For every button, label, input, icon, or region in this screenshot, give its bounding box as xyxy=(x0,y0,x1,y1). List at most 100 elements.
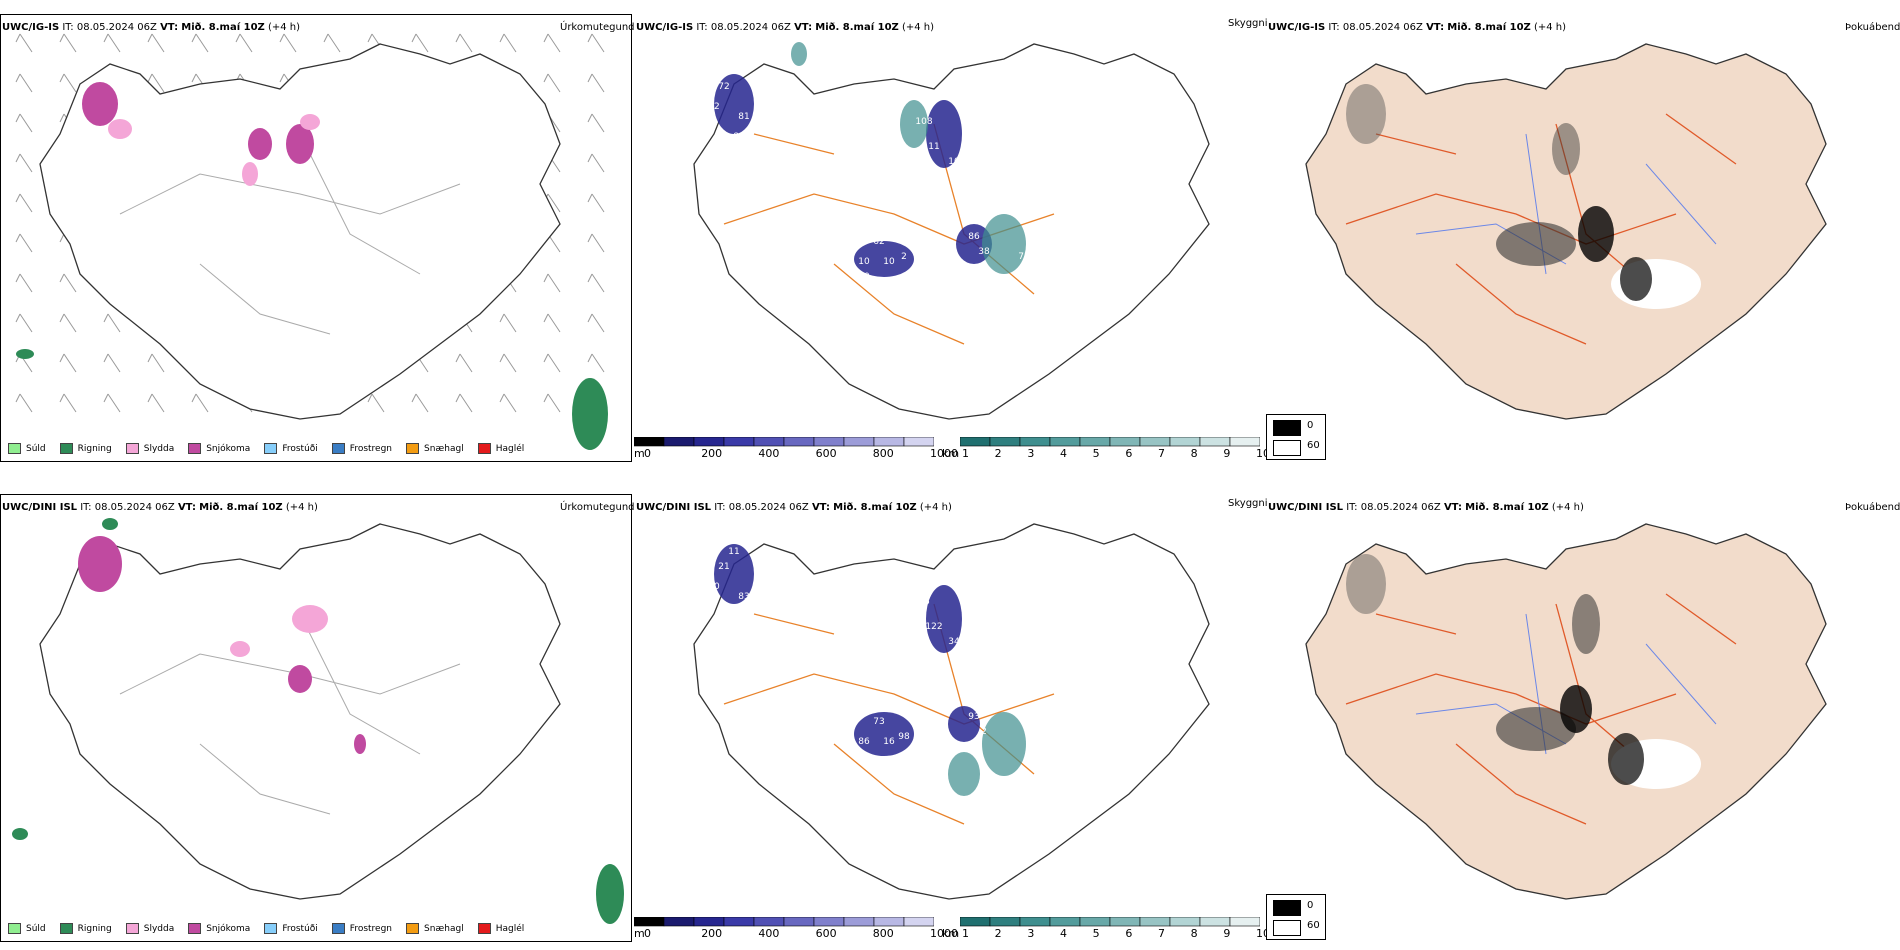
colorbar-segment xyxy=(663,917,695,927)
colorbar-segment xyxy=(753,917,785,927)
precip-type-map xyxy=(12,518,624,924)
sleet-area xyxy=(108,114,320,186)
colorbar-tick: 0 xyxy=(644,927,651,940)
colorbar-segment xyxy=(989,917,1021,927)
legend-item: Súld xyxy=(8,443,46,454)
colorbar-segment xyxy=(960,917,991,927)
panel-header: UWC/DINI ISL IT: 08.05.2024 06Z VT: Mið.… xyxy=(636,502,952,513)
colorbar-segment xyxy=(1079,917,1111,927)
ceiling-value-label: 90 xyxy=(858,272,870,282)
legend-label: Frostregn xyxy=(349,923,393,934)
colorbar-segment xyxy=(989,437,1021,447)
ceiling-value-label: 42 xyxy=(708,102,719,112)
ceiling-value-label: 86 xyxy=(968,232,980,242)
ceiling-value-label: 93 xyxy=(968,712,979,722)
legend-item: Rigning xyxy=(59,443,112,454)
fog-key: 0 60 xyxy=(1266,894,1326,940)
ceiling-value-label: 76 xyxy=(733,612,745,622)
legend-item: Frostúði xyxy=(264,923,318,934)
colorbar-tick: 2 xyxy=(994,447,1002,460)
fog-map xyxy=(1305,43,1827,420)
legend-label: Slydda xyxy=(143,923,175,934)
colorbar-tick: 9 xyxy=(1223,927,1231,940)
colorbar-segment xyxy=(873,917,905,927)
colorbar-segment xyxy=(843,437,875,447)
legend-label: Haglél xyxy=(495,443,525,454)
ceiling-value-label: 77 xyxy=(988,372,999,382)
colorbar-segment xyxy=(813,917,845,927)
legend-swatch xyxy=(8,443,21,454)
colorbar-tick: 1000 xyxy=(930,447,958,460)
colorbar-segment xyxy=(1229,917,1260,927)
colorbar-segment xyxy=(1199,437,1231,447)
colorbar-tick: 200 xyxy=(701,927,723,940)
colorbar-tick: 7 xyxy=(1158,927,1165,940)
ceiling-value-label: 11 xyxy=(938,252,949,262)
panel-title: Skyggni xyxy=(1228,498,1268,509)
colorbar-segment xyxy=(634,437,665,447)
ceiling-value-label: 2 xyxy=(981,727,987,737)
colorbar-tick: 8 xyxy=(1190,927,1198,940)
ceiling-value-label: 98 xyxy=(918,597,930,607)
ceiling-value-label: 62 xyxy=(873,237,884,247)
legend-label: Súld xyxy=(26,923,46,934)
colorbar-tick: 600 xyxy=(815,447,837,460)
colorbar-tick: 9 xyxy=(1223,447,1231,460)
fog-key-swatch-60 xyxy=(1273,440,1301,456)
snow-area xyxy=(82,82,314,164)
ceiling-value-label: 108 xyxy=(915,117,932,127)
colorbar-tick: 3 xyxy=(1027,447,1035,460)
ceiling-value-label: 73 xyxy=(873,717,884,727)
colorbar-segment xyxy=(1049,917,1081,927)
colorbar-segment xyxy=(873,437,905,447)
colorbar-segment xyxy=(903,437,934,447)
legend-label: Frostúði xyxy=(282,443,318,454)
ceiling-value-label: 2 xyxy=(901,252,907,262)
colorbar-tick: 0 xyxy=(644,447,651,460)
colorbar-tick: 5 xyxy=(1092,927,1100,940)
legend-swatch xyxy=(8,923,21,934)
colorbar-tick: 400 xyxy=(758,447,780,460)
ceiling-value-label: 122 xyxy=(925,622,942,632)
panel-title: Úrkomutegund xyxy=(560,22,635,33)
legend-swatch xyxy=(125,923,139,934)
legend-item: Snjókoma xyxy=(188,443,250,454)
fog-areas xyxy=(1346,554,1701,789)
fog-areas xyxy=(1346,84,1701,309)
colorbar-tick: 1 xyxy=(962,927,969,940)
panel-title: Þokuábendi xyxy=(1845,502,1900,513)
panel-header: UWC/IG-IS IT: 08.05.2024 06Z VT: Mið. 8.… xyxy=(636,22,935,33)
legend-item: Frostúði xyxy=(264,443,318,454)
colorbar-tick: 3 xyxy=(1027,927,1035,940)
colorbar-segment xyxy=(903,917,934,927)
ceiling-value-label: 53 xyxy=(728,67,739,77)
ceiling-value-label: 28 xyxy=(983,687,995,697)
legend-label: Súld xyxy=(26,443,46,454)
fog-key-swatch-0 xyxy=(1273,900,1301,916)
legend-swatch xyxy=(264,443,278,454)
visibility-colorbar: km 1 2 3 4 5 6 7 8 9 10 xyxy=(942,917,1270,941)
panel-header: UWC/DINI ISL IT: 08.05.2024 06Z VT: Mið.… xyxy=(1268,502,1584,513)
colorbar-segment xyxy=(663,437,695,447)
ceiling-value-label: 11 xyxy=(728,547,739,557)
rain-area xyxy=(16,349,608,450)
colorbar-tick: 2 xyxy=(994,927,1002,940)
colorbar-tick: 6 xyxy=(1125,927,1133,940)
legend-label: Snjókoma xyxy=(206,923,251,934)
ceiling-value-label: 81 xyxy=(738,112,749,122)
ceiling-value-label: 34 xyxy=(948,637,960,647)
ceiling-visibility-panel: 21 11 00 83 76 98 122 34 73 86 16 90 98 10 23 93 28 2 xyxy=(634,494,1264,942)
legend-label: Rigning xyxy=(77,923,112,934)
panel-title: Þokuábendi xyxy=(1845,22,1900,33)
legend-item: Haglél xyxy=(477,923,524,934)
colorbar-segment xyxy=(723,917,755,927)
colorbar-segment xyxy=(693,917,725,927)
colorbar-tick: 4 xyxy=(1060,447,1067,460)
ceiling-value-label: 90 xyxy=(858,752,870,762)
colorbar-segment xyxy=(1109,917,1141,927)
legend-item: Rigning xyxy=(59,923,112,934)
row-1: Súld Rigning Slydda Snjókoma Frostúði Frostre… xyxy=(0,0,1900,470)
